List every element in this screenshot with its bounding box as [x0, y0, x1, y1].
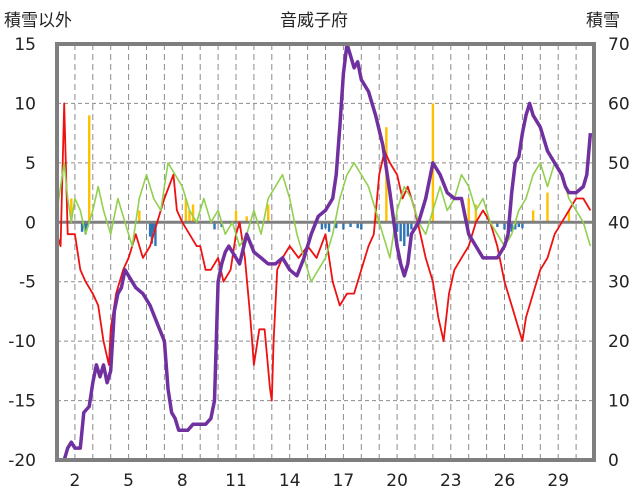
- bar: [324, 222, 327, 229]
- bar: [88, 115, 91, 223]
- bar: [320, 222, 324, 230]
- bar: [327, 222, 331, 232]
- bar: [399, 222, 402, 242]
- y-right-tick-label: 30: [608, 273, 630, 293]
- bar: [496, 222, 499, 228]
- x-tick-label: 14: [279, 471, 301, 491]
- bar: [267, 204, 270, 223]
- chart-title: 音威子府: [280, 11, 348, 31]
- y-left-tick-label: 5: [25, 154, 36, 174]
- y-right-tick-label: 70: [608, 35, 630, 55]
- bar: [514, 222, 517, 230]
- plot-border: [55, 42, 596, 462]
- bar: [517, 222, 521, 228]
- x-tick-label: 2: [69, 471, 80, 491]
- bar: [403, 222, 406, 247]
- bar: [184, 198, 188, 223]
- bar: [154, 222, 157, 247]
- y-right-tick-label: 60: [608, 94, 630, 114]
- bar: [503, 222, 506, 230]
- y-right-tick-label: 0: [608, 451, 619, 471]
- bar: [152, 222, 155, 232]
- x-tick-label: 8: [177, 471, 188, 491]
- series-line: [56, 102, 592, 402]
- x-tick-label: 23: [440, 471, 462, 491]
- left-axis-label: 積雪以外: [4, 11, 72, 31]
- y-right-tick-label: 50: [608, 154, 630, 174]
- bar: [335, 222, 338, 229]
- x-tick-label: 11: [225, 471, 247, 491]
- y-left-tick-label: 15: [14, 35, 36, 55]
- bar: [546, 192, 549, 223]
- bar: [148, 222, 152, 237]
- bar: [188, 210, 191, 223]
- x-tick-label: 17: [333, 471, 355, 491]
- x-tick-label: 20: [386, 471, 408, 491]
- bar: [410, 222, 413, 230]
- y-right-tick-label: 10: [608, 392, 630, 412]
- y-left-tick-label: 10: [14, 94, 36, 114]
- bar: [80, 222, 84, 232]
- bar-series: [70, 103, 571, 247]
- line-series: [56, 42, 594, 462]
- right-axis-label: 積雪: [586, 11, 620, 31]
- bar: [234, 210, 238, 223]
- x-tick-label: 29: [547, 471, 569, 491]
- bar: [531, 210, 535, 223]
- bar: [406, 222, 410, 237]
- bar: [191, 204, 195, 223]
- bar: [84, 222, 87, 235]
- grid: [57, 44, 594, 460]
- bar: [360, 222, 363, 230]
- plot-frame: [55, 42, 596, 462]
- bar: [467, 198, 470, 223]
- bar: [245, 216, 248, 223]
- series-line: [56, 162, 592, 283]
- bar: [70, 198, 73, 223]
- x-tick-label: 26: [494, 471, 516, 491]
- x-tick-label: 5: [123, 471, 134, 491]
- y-right-tick-label: 40: [608, 213, 630, 233]
- y-left-tick-label: -15: [8, 392, 36, 412]
- y-left-tick-label: 0: [25, 213, 36, 233]
- bar: [86, 222, 89, 228]
- y-left-tick-label: -20: [8, 451, 36, 471]
- y-left-tick-label: -10: [8, 332, 36, 352]
- bar: [510, 222, 513, 232]
- y-left-tick-label: -5: [19, 273, 36, 293]
- bar: [567, 210, 571, 223]
- bar: [395, 222, 399, 232]
- bar: [138, 210, 141, 223]
- bar: [474, 204, 478, 223]
- y-right-tick-label: 20: [608, 332, 630, 352]
- bar: [349, 222, 352, 228]
- series-line: [57, 42, 593, 462]
- bar: [521, 222, 524, 229]
- bar: [150, 222, 154, 244]
- bar: [213, 222, 216, 230]
- bar: [356, 222, 359, 229]
- bar: [342, 222, 345, 230]
